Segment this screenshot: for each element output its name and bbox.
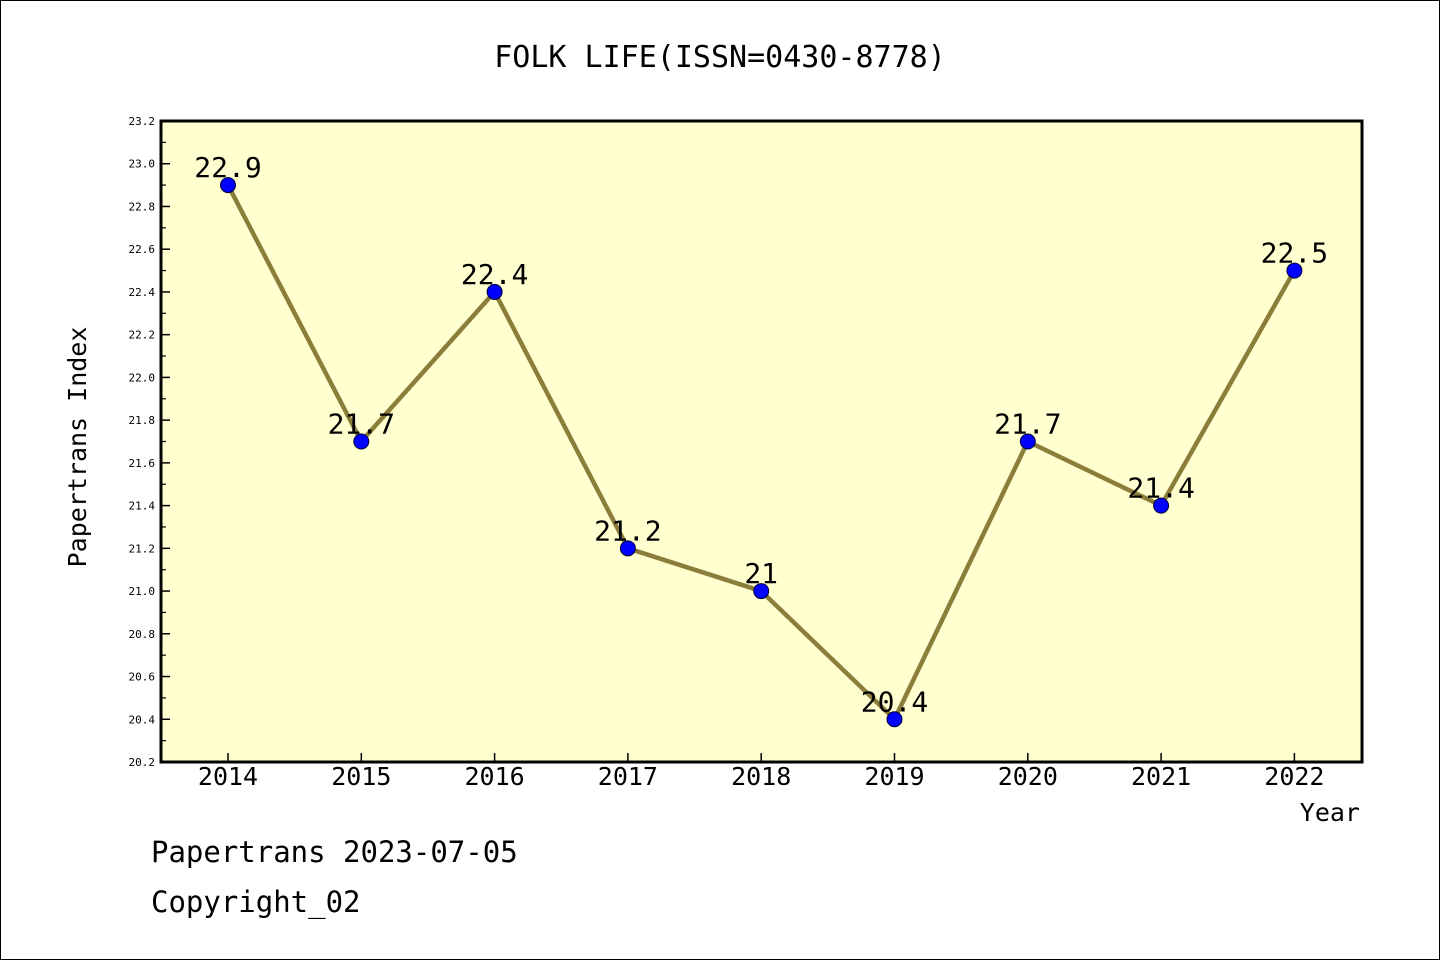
y-tick-label: 20.2	[129, 756, 156, 769]
data-label: 21.7	[994, 408, 1061, 441]
y-tick-label: 21.6	[129, 457, 156, 470]
x-tick-label: 2020	[998, 762, 1058, 791]
data-label: 21.4	[1127, 472, 1194, 505]
data-point	[619, 540, 636, 557]
data-point	[753, 583, 770, 600]
data-point	[1286, 262, 1303, 279]
plot-area	[159, 119, 1364, 764]
y-axis: 20.2 20.4 20.6 20.8 21.0 21.2 21.4 21.6 21.8 22.0…	[129, 115, 170, 769]
x-tick-label: 2014	[198, 762, 258, 791]
y-tick-label: 22.2	[129, 329, 156, 342]
series-group: 22.9 21.7 22.4 21.2 21 20.4 21.7 21.4 22.5	[194, 151, 1328, 728]
data-point	[220, 177, 236, 194]
y-tick-label: 21.2	[129, 542, 156, 555]
data-label: 21	[744, 557, 778, 590]
y-tick-label: 22.6	[129, 243, 156, 256]
data-label: 21.7	[328, 408, 395, 441]
data-label: 22.5	[1261, 237, 1328, 270]
y-tick-label: 23.0	[129, 158, 156, 171]
x-axis: 2014 2015 2016 2017 2018 2019 2020 2021 2022	[198, 753, 1325, 791]
chart-title: FOLK LIFE(ISSN=0430-8778)	[494, 40, 946, 75]
x-tick-label: 2017	[598, 762, 658, 791]
y-axis-label: Papertrans Index	[63, 327, 92, 568]
x-tick-label: 2018	[731, 762, 791, 791]
y-tick-label: 21.8	[129, 414, 156, 427]
data-point	[353, 433, 370, 450]
data-point	[1019, 433, 1036, 450]
data-label: 22.4	[461, 258, 528, 291]
y-tick-label: 22.4	[129, 286, 156, 299]
x-tick-label: 2016	[464, 762, 524, 791]
y-tick-label: 22.0	[129, 371, 156, 384]
data-label: 22.9	[194, 151, 261, 184]
data-point	[1153, 497, 1170, 514]
data-label: 21.2	[594, 514, 661, 547]
x-axis-label: Year	[1300, 798, 1360, 827]
footer-date: Papertrans 2023-07-05	[151, 835, 518, 869]
x-tick-label: 2022	[1264, 762, 1324, 791]
data-label: 20.4	[861, 685, 928, 718]
x-tick-label: 2015	[331, 762, 391, 791]
y-tick-label: 23.2	[129, 115, 156, 128]
x-tick-label: 2019	[864, 762, 924, 791]
y-tick-label: 21.4	[129, 500, 156, 513]
y-tick-label: 20.6	[129, 671, 156, 684]
y-tick-label: 22.8	[129, 200, 156, 213]
y-tick-label: 21.0	[129, 585, 156, 598]
y-tick-label: 20.8	[129, 628, 156, 641]
footer-copyright: Copyright_02	[151, 885, 361, 919]
y-tick-label: 20.4	[129, 713, 156, 726]
data-point	[886, 711, 903, 728]
data-point	[486, 283, 503, 300]
x-tick-label: 2021	[1131, 762, 1191, 791]
